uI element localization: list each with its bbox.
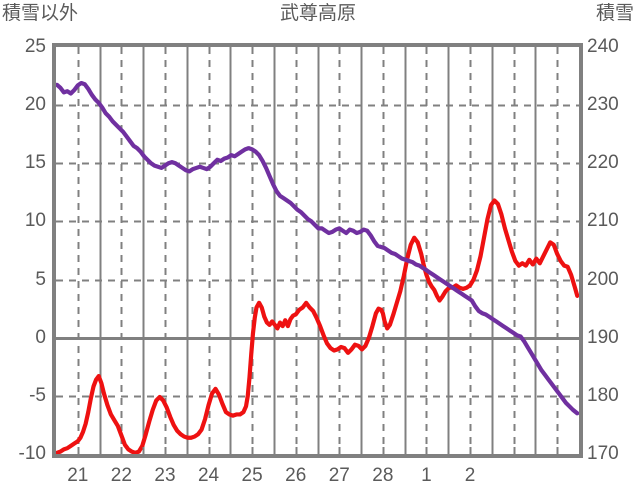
plot-svg <box>56 47 579 454</box>
right-axis-tick-170: 170 <box>587 443 619 464</box>
right-axis-tick-180: 180 <box>587 384 619 406</box>
x-axis-tick-23: 23 <box>154 465 176 486</box>
x-axis-tick-1: 1 <box>421 465 432 486</box>
right-axis-title: 積雪 <box>595 3 634 24</box>
x-axis-tick-2: 2 <box>464 465 476 486</box>
x-axis-tick-25: 25 <box>241 465 263 486</box>
left-axis-tick--5: -5 <box>29 384 46 406</box>
left-axis-tick-25: 25 <box>24 36 46 57</box>
left-axis-tick-10: 10 <box>24 210 46 232</box>
right-axis-tick-210: 210 <box>587 210 619 232</box>
page-title: 武尊高原 <box>279 3 356 24</box>
right-axis-tick-200: 200 <box>587 268 619 290</box>
x-axis-tick-26: 26 <box>285 465 307 486</box>
right-axis-tick-230: 230 <box>587 94 619 116</box>
x-axis-tick-22: 22 <box>110 465 132 486</box>
series-line-other <box>56 198 579 454</box>
plot-area <box>52 43 583 458</box>
left-axis-tick-0: 0 <box>35 326 46 348</box>
left-axis-title: 積雪以外 <box>2 3 79 24</box>
x-axis-tick-27: 27 <box>328 465 350 486</box>
left-axis-tick-5: 5 <box>35 268 46 290</box>
left-axis-tick-20: 20 <box>24 94 46 116</box>
series-line-snow <box>56 80 579 416</box>
left-axis-tick--10: -10 <box>18 443 46 464</box>
x-axis-tick-21: 21 <box>67 465 89 486</box>
x-axis-tick-28: 28 <box>372 465 394 486</box>
right-axis-tick-220: 220 <box>587 152 619 174</box>
x-axis-tick-24: 24 <box>197 465 220 486</box>
right-axis-tick-240: 240 <box>587 36 619 57</box>
right-axis-tick-190: 190 <box>587 326 619 348</box>
left-axis-tick-15: 15 <box>24 152 46 174</box>
